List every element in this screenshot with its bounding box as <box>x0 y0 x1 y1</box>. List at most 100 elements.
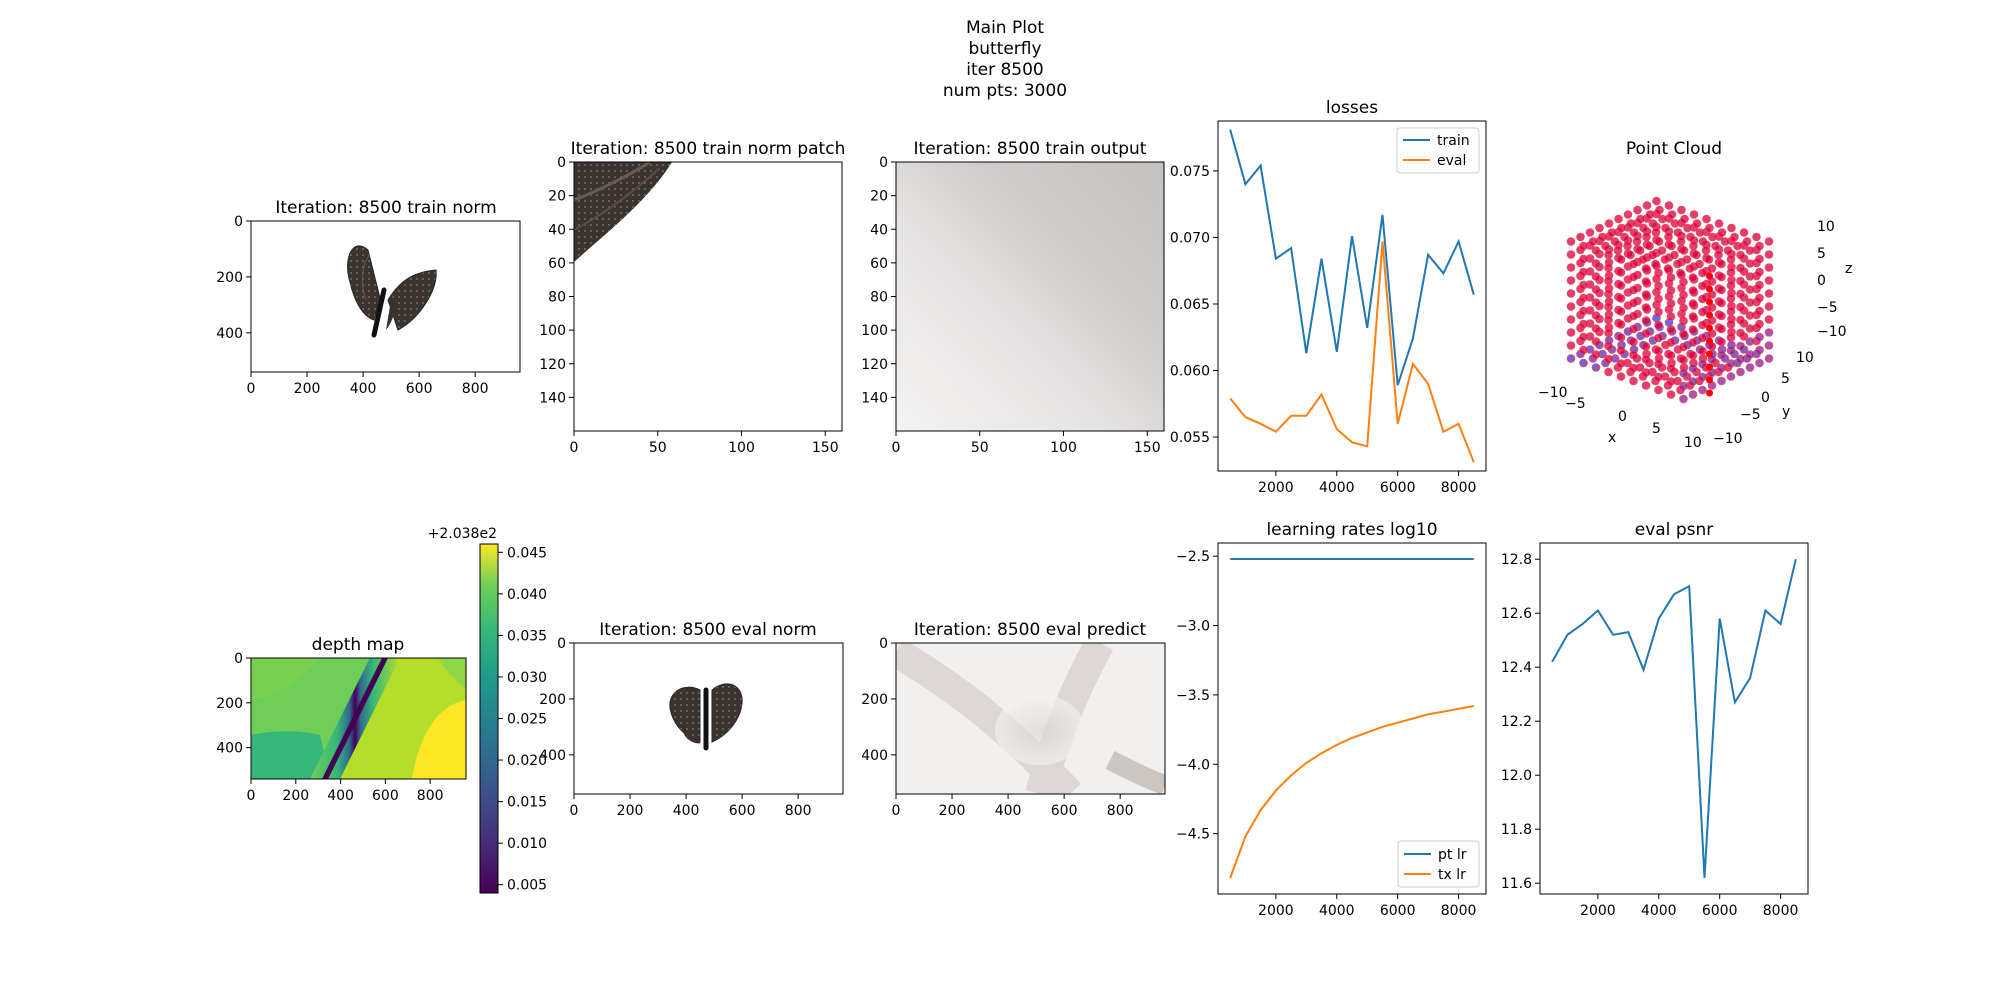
point <box>1667 241 1676 251</box>
x-axis: 0 200 400 600 800 <box>892 794 1134 819</box>
panel-learning-rates: learning rates log10 2000 4000 6000 8000 −2.… <box>1176 520 1487 919</box>
point <box>1764 289 1774 298</box>
point <box>1679 394 1688 404</box>
x-tick-label: 2000 <box>1258 480 1294 496</box>
point <box>1689 210 1699 219</box>
point <box>1726 294 1736 303</box>
y-tick-label: 11.6 <box>1501 876 1532 892</box>
point <box>1679 368 1688 378</box>
point <box>1623 241 1632 251</box>
point <box>1579 319 1588 329</box>
point <box>1601 241 1610 251</box>
point <box>1673 228 1683 237</box>
point <box>1736 341 1745 351</box>
y-tick-label: 0 <box>557 155 566 171</box>
y-axis: 0 200 400 <box>216 214 251 342</box>
x-tick-label: 800 <box>1107 803 1134 819</box>
y-tick-label: 0.055 <box>1170 430 1210 446</box>
point <box>1636 214 1645 224</box>
panel-title: Iteration: 8500 train norm patch <box>571 139 846 159</box>
point <box>1739 228 1749 237</box>
point <box>1648 250 1657 260</box>
point <box>1717 363 1726 373</box>
x-tick-label: 4000 <box>1641 903 1677 919</box>
point <box>1645 241 1654 251</box>
y-tick-neg5: −5 <box>1740 407 1761 423</box>
point <box>1629 228 1639 237</box>
point <box>1717 337 1726 347</box>
point <box>1648 219 1658 228</box>
point <box>1742 237 1752 246</box>
point <box>1654 268 1663 278</box>
legend-label-train: train <box>1437 133 1470 149</box>
point <box>1736 263 1745 273</box>
legend-label-eval: eval <box>1437 153 1466 169</box>
point <box>1688 351 1698 360</box>
colorbar-offset: +2.038e2 <box>428 526 497 542</box>
point <box>1642 232 1651 242</box>
y-tick-label: −2.5 <box>1176 549 1210 565</box>
point <box>1641 368 1651 377</box>
point <box>1566 328 1576 337</box>
point <box>1635 246 1645 255</box>
depth-heatmap <box>251 658 466 779</box>
x-tick-5: 5 <box>1652 421 1661 437</box>
point <box>1588 237 1598 246</box>
point <box>1755 332 1764 342</box>
z-tick-10: 10 <box>1817 219 1835 235</box>
point <box>1730 232 1739 242</box>
panel-title: eval psnr <box>1635 520 1713 540</box>
point <box>1717 350 1726 360</box>
y-tick-label: 120 <box>539 357 566 373</box>
point <box>1641 303 1651 312</box>
x-tick-label: 200 <box>294 381 321 397</box>
point <box>1638 255 1648 264</box>
y-tick-10: 10 <box>1796 350 1814 366</box>
y-tick-label: 200 <box>216 696 243 712</box>
predict-image <box>896 643 1165 794</box>
point-cloud-axis-labels: 10 5 0 −5 −10 z 10 5 0 −5 −10 y −10 −5 0… <box>1538 219 1852 451</box>
point <box>1641 290 1651 299</box>
y-tick-label: 12.0 <box>1501 768 1532 784</box>
panel-title: Point Cloud <box>1626 139 1722 159</box>
panel-eval-psnr: eval psnr 2000 4000 6000 8000 11.6 11.8 12.0 12… <box>1501 520 1809 919</box>
point <box>1579 280 1588 290</box>
x-tick-label: 400 <box>350 381 377 397</box>
point <box>1579 306 1588 316</box>
point <box>1591 337 1601 346</box>
point <box>1764 263 1774 272</box>
point <box>1616 372 1626 381</box>
point <box>1566 250 1576 259</box>
point <box>1616 281 1626 290</box>
colorbar-tick-label: 0.035 <box>507 628 547 644</box>
panel-title: Iteration: 8500 train norm <box>275 198 496 218</box>
point <box>1616 294 1626 303</box>
point <box>1736 328 1745 338</box>
point <box>1698 333 1707 343</box>
point <box>1686 232 1695 242</box>
output-image <box>896 162 1164 431</box>
point <box>1745 324 1755 333</box>
point <box>1688 377 1698 386</box>
point <box>1616 333 1626 342</box>
axes-frame <box>895 642 1166 795</box>
point <box>1604 354 1613 364</box>
point <box>1639 223 1648 233</box>
point <box>1645 210 1655 219</box>
z-axis-label: z <box>1845 261 1852 277</box>
y-tick-label: 12.2 <box>1501 714 1532 730</box>
y-tick-label: 200 <box>861 692 888 708</box>
x-tick-label: 8000 <box>1763 903 1799 919</box>
x-tick-label: 6000 <box>1702 903 1738 919</box>
point <box>1604 250 1613 260</box>
point <box>1579 241 1588 251</box>
x-axis: 0 200 400 600 800 <box>247 372 489 397</box>
point <box>1706 389 1713 397</box>
y-tick-label: 20 <box>870 189 888 205</box>
y-tick-label: 40 <box>548 222 566 238</box>
point <box>1755 267 1764 277</box>
y-tick-label: 0 <box>234 651 243 667</box>
point <box>1663 264 1673 273</box>
point <box>1654 346 1663 356</box>
